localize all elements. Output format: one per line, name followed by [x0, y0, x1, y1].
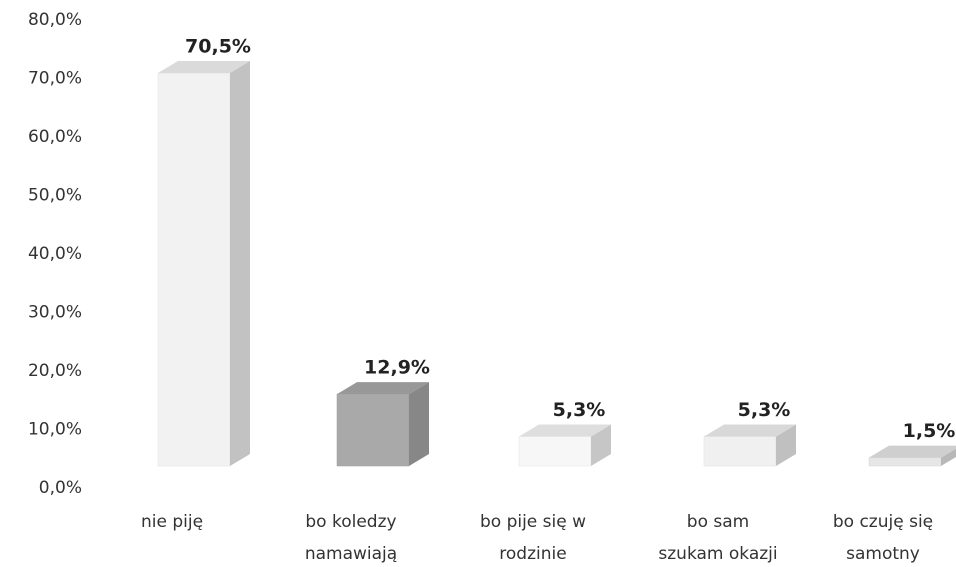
x-tick-line: samotny — [846, 544, 920, 564]
bar-front — [336, 393, 410, 467]
bar-top — [158, 60, 250, 73]
bar-side — [409, 382, 429, 466]
x-tick-label: bo czuję się samotny — [833, 512, 933, 564]
y-tick-label: 30,0% — [28, 303, 82, 323]
value-label: 5,3% — [553, 399, 606, 421]
y-tick-label: 0,0% — [39, 478, 82, 498]
x-tick-line: bo czuję się — [833, 512, 933, 532]
x-tick-line: bo pije się w — [480, 512, 586, 532]
x-tick-label: bo pije się w rodzinie — [480, 512, 586, 564]
value-label: 1,5% — [903, 420, 956, 442]
x-tick-line: bo koledzy — [305, 512, 396, 532]
x-tick-line: szukam okazji — [658, 544, 777, 564]
y-tick-label: 10,0% — [28, 420, 82, 440]
bar-front — [703, 436, 777, 467]
value-label: 12,9% — [364, 357, 430, 379]
x-tick-label: bo koledzy namawiają — [305, 512, 397, 564]
y-tick-label: 40,0% — [28, 244, 82, 264]
bar-side — [591, 424, 611, 466]
bar-side — [776, 424, 796, 466]
value-label: 70,5% — [185, 35, 251, 57]
y-tick-label: 50,0% — [28, 186, 82, 206]
x-tick-line: nie piję — [141, 512, 203, 532]
bar — [868, 445, 956, 467]
x-tick-line: namawiają — [305, 544, 397, 564]
bar — [518, 424, 611, 467]
x-tick-label: nie piję — [141, 512, 203, 532]
bar-side — [941, 448, 956, 466]
bar-front — [868, 457, 942, 467]
bar-top — [337, 382, 429, 395]
y-tick-label: 80,0% — [28, 10, 82, 30]
y-tick-label: 20,0% — [28, 361, 82, 381]
bar — [336, 382, 429, 467]
bar — [703, 424, 796, 467]
value-label: 5,3% — [738, 399, 791, 421]
bar-side — [230, 60, 250, 467]
bar-top — [704, 424, 796, 437]
bar-top — [869, 445, 956, 458]
bar-front — [518, 436, 592, 467]
y-tick-label: 60,0% — [28, 127, 82, 147]
bar-top — [519, 424, 611, 437]
x-tick-label: bo sam szukam okazji — [658, 512, 777, 564]
x-tick-line: rodzinie — [499, 544, 566, 564]
x-tick-line: bo sam — [687, 512, 749, 532]
bar — [157, 60, 250, 467]
bar-front — [157, 72, 231, 467]
y-tick-label: 70,0% — [28, 69, 82, 89]
